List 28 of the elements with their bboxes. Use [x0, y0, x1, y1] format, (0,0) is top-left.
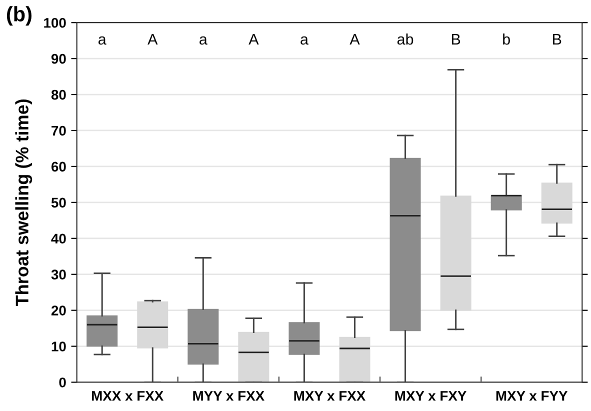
x-tick-label: MXY x FXY: [395, 391, 466, 401]
annotation: A: [350, 34, 360, 45]
annotation: a: [200, 36, 208, 45]
y-axis-title: Throat swelling (% time): [15, 99, 32, 306]
annotation: ab: [397, 33, 414, 45]
annotation: b: [503, 33, 510, 45]
x-tick-label: MYY x FXX: [193, 391, 264, 401]
y-tick-label: 0: [59, 378, 66, 388]
x-tick-label: MXY x FYY: [496, 391, 568, 401]
y-tick-label: 70: [52, 126, 66, 136]
y-tick-label: 30: [51, 270, 66, 280]
y-tick-label: 60: [51, 162, 66, 172]
y-tick-label: 90: [51, 54, 66, 64]
annotation: A: [248, 34, 259, 45]
y-tick-label: 80: [51, 90, 66, 100]
annotation: B: [553, 34, 562, 45]
chart-title: (b): [6, 6, 32, 26]
annotation: a: [98, 36, 106, 45]
annotation: A: [148, 34, 158, 45]
y-tick-label: 10: [52, 342, 66, 352]
annotation: a: [300, 36, 308, 45]
y-tick-label: 40: [51, 234, 66, 244]
y-tick-label: 50: [51, 198, 66, 208]
x-tick-label: MXY x FXX: [294, 391, 366, 401]
y-tick-label: 20: [51, 306, 66, 316]
y-tick-label: 100: [44, 18, 66, 28]
annotation: B: [452, 34, 460, 45]
x-tick-label: MXX x FXX: [92, 391, 164, 401]
